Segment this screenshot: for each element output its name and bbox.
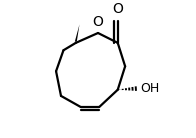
Polygon shape: [75, 24, 80, 42]
Text: OH: OH: [141, 82, 160, 95]
Text: O: O: [112, 2, 123, 16]
Text: O: O: [93, 15, 103, 29]
